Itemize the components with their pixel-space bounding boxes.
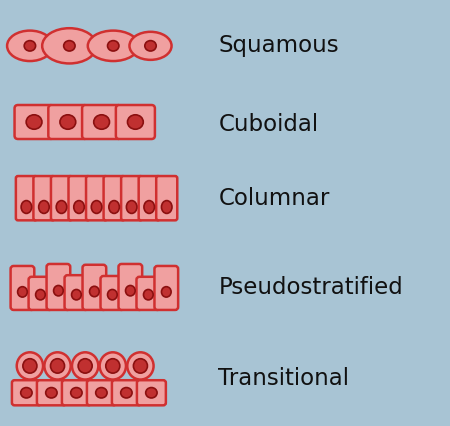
Text: Cuboidal: Cuboidal xyxy=(219,112,319,135)
Ellipse shape xyxy=(71,388,82,398)
Ellipse shape xyxy=(63,40,75,51)
FancyBboxPatch shape xyxy=(121,176,142,220)
Ellipse shape xyxy=(18,287,27,297)
Ellipse shape xyxy=(94,115,109,129)
FancyBboxPatch shape xyxy=(46,264,70,310)
Ellipse shape xyxy=(72,290,81,300)
FancyBboxPatch shape xyxy=(82,265,106,310)
Ellipse shape xyxy=(21,201,32,213)
Text: Squamous: Squamous xyxy=(219,35,339,58)
Ellipse shape xyxy=(42,28,97,63)
FancyBboxPatch shape xyxy=(139,176,160,220)
FancyBboxPatch shape xyxy=(14,105,54,139)
Ellipse shape xyxy=(130,32,171,60)
Text: Columnar: Columnar xyxy=(219,187,330,210)
FancyBboxPatch shape xyxy=(154,266,178,310)
FancyBboxPatch shape xyxy=(116,105,155,139)
Ellipse shape xyxy=(39,201,49,213)
Ellipse shape xyxy=(127,352,153,380)
Ellipse shape xyxy=(45,352,71,380)
FancyBboxPatch shape xyxy=(86,176,107,220)
Ellipse shape xyxy=(88,31,139,61)
Ellipse shape xyxy=(146,388,157,398)
Ellipse shape xyxy=(144,290,153,300)
Ellipse shape xyxy=(126,201,137,213)
FancyBboxPatch shape xyxy=(29,277,52,310)
FancyBboxPatch shape xyxy=(82,105,121,139)
Ellipse shape xyxy=(74,201,84,213)
FancyBboxPatch shape xyxy=(137,380,166,405)
FancyBboxPatch shape xyxy=(62,380,91,405)
Ellipse shape xyxy=(91,201,102,213)
Ellipse shape xyxy=(7,31,53,61)
Ellipse shape xyxy=(56,201,67,213)
Ellipse shape xyxy=(108,40,119,51)
Ellipse shape xyxy=(17,352,43,380)
FancyBboxPatch shape xyxy=(48,105,87,139)
FancyBboxPatch shape xyxy=(12,380,41,405)
Ellipse shape xyxy=(78,359,92,373)
FancyBboxPatch shape xyxy=(118,264,142,310)
Ellipse shape xyxy=(36,290,45,300)
FancyBboxPatch shape xyxy=(87,380,116,405)
FancyBboxPatch shape xyxy=(112,380,141,405)
Ellipse shape xyxy=(90,286,99,296)
Ellipse shape xyxy=(46,388,57,398)
Ellipse shape xyxy=(109,201,119,213)
FancyBboxPatch shape xyxy=(68,176,90,220)
Ellipse shape xyxy=(26,115,42,129)
Ellipse shape xyxy=(96,388,107,398)
Ellipse shape xyxy=(121,388,132,398)
Ellipse shape xyxy=(23,359,37,373)
Ellipse shape xyxy=(108,290,117,300)
Ellipse shape xyxy=(145,40,156,51)
FancyBboxPatch shape xyxy=(136,277,160,310)
Ellipse shape xyxy=(106,359,120,373)
Ellipse shape xyxy=(99,352,126,380)
FancyBboxPatch shape xyxy=(100,276,124,310)
Ellipse shape xyxy=(54,285,63,296)
Ellipse shape xyxy=(133,359,148,373)
Ellipse shape xyxy=(60,115,76,129)
Ellipse shape xyxy=(72,352,98,380)
FancyBboxPatch shape xyxy=(104,176,125,220)
FancyBboxPatch shape xyxy=(33,176,54,220)
Ellipse shape xyxy=(144,201,154,213)
Ellipse shape xyxy=(24,40,36,51)
FancyBboxPatch shape xyxy=(37,380,66,405)
FancyBboxPatch shape xyxy=(64,275,88,310)
Ellipse shape xyxy=(126,285,135,296)
Ellipse shape xyxy=(127,115,143,129)
Text: Pseudostratified: Pseudostratified xyxy=(219,276,403,299)
Text: Transitional: Transitional xyxy=(219,366,350,389)
FancyBboxPatch shape xyxy=(11,266,34,310)
Ellipse shape xyxy=(162,287,171,297)
FancyBboxPatch shape xyxy=(51,176,72,220)
FancyBboxPatch shape xyxy=(156,176,177,220)
Ellipse shape xyxy=(21,388,32,398)
Ellipse shape xyxy=(162,201,172,213)
Ellipse shape xyxy=(50,359,64,373)
FancyBboxPatch shape xyxy=(16,176,37,220)
